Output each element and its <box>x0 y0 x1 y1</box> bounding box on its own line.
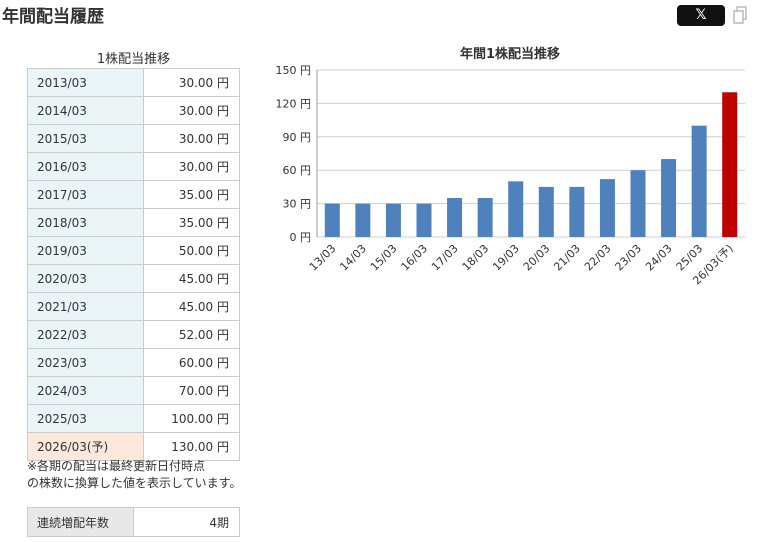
bar <box>385 203 401 237</box>
row-period: 2017/03 <box>27 180 144 209</box>
table-row: 2013/03 30.00 円 <box>27 68 240 97</box>
row-value: 35.00 円 <box>143 208 240 237</box>
row-period: 2026/03(予) <box>27 432 144 461</box>
chart: 年間1株配当推移 0 円 30 円 60 円 90 円 120 円 150 円 13/03 1… <box>260 40 760 310</box>
x-tick-label: 17/03 <box>429 242 461 274</box>
row-period: 2019/03 <box>27 236 144 265</box>
streak-value: 4期 <box>133 507 240 537</box>
table-row: 2015/03 30.00 円 <box>27 124 240 153</box>
row-value: 130.00 円 <box>143 432 240 461</box>
table-row: 2023/03 60.00 円 <box>27 348 240 377</box>
note: ※各期の配当は最終更新日付時点 の株数に換算した値を表示しています。 <box>27 458 241 492</box>
bar <box>416 203 432 237</box>
bar <box>630 170 646 237</box>
table-row: 2018/03 35.00 円 <box>27 208 240 237</box>
row-value: 30.00 円 <box>143 152 240 181</box>
row-value: 30.00 円 <box>143 68 240 97</box>
table-row: 2016/03 30.00 円 <box>27 152 240 181</box>
row-period: 2021/03 <box>27 292 144 321</box>
bar <box>569 186 585 237</box>
row-value: 30.00 円 <box>143 96 240 125</box>
row-value: 45.00 円 <box>143 264 240 293</box>
row-value: 60.00 円 <box>143 348 240 377</box>
table-row: 2014/03 30.00 円 <box>27 96 240 125</box>
row-value: 100.00 円 <box>143 404 240 433</box>
table-row: 2017/03 35.00 円 <box>27 180 240 209</box>
bar <box>722 92 738 237</box>
row-period: 2020/03 <box>27 264 144 293</box>
table-row: 2021/03 45.00 円 <box>27 292 240 321</box>
row-period: 2022/03 <box>27 320 144 349</box>
bar <box>691 125 707 237</box>
y-tick-label: 120 円 <box>276 97 312 110</box>
page-title: 年間配当履歴 <box>2 7 104 27</box>
bar <box>508 181 524 237</box>
note-line-2: の株数に換算した値を表示しています。 <box>27 476 242 490</box>
row-value: 45.00 円 <box>143 292 240 321</box>
x-tick-label: 13/03 <box>307 242 339 274</box>
y-tick-label: 90 円 <box>283 131 312 144</box>
x-tick-label: 14/03 <box>337 242 369 274</box>
x-tick-label: 21/03 <box>551 242 583 274</box>
row-period: 2024/03 <box>27 376 144 405</box>
bar <box>477 198 493 237</box>
table-row: 2025/03 100.00 円 <box>27 404 240 433</box>
row-value: 70.00 円 <box>143 376 240 405</box>
chart-title: 年間1株配当推移 <box>459 47 561 62</box>
copy-icon[interactable] <box>733 6 747 24</box>
row-period: 2014/03 <box>27 96 144 125</box>
streak-label: 連続増配年数 <box>27 507 134 537</box>
bar <box>599 179 615 237</box>
row-period: 2025/03 <box>27 404 144 433</box>
streak-row: 連続増配年数 4期 <box>27 507 240 537</box>
x-tick-label: 15/03 <box>368 242 400 274</box>
row-value: 52.00 円 <box>143 320 240 349</box>
streak-table: 連続増配年数 4期 <box>27 507 240 537</box>
y-tick-label: 150 円 <box>276 64 312 77</box>
table-row: 2022/03 52.00 円 <box>27 320 240 349</box>
table-row: 2019/03 50.00 円 <box>27 236 240 265</box>
row-value: 50.00 円 <box>143 236 240 265</box>
row-value: 35.00 円 <box>143 180 240 209</box>
note-line-1: ※各期の配当は最終更新日付時点 <box>27 459 206 473</box>
table-caption: 1株配当推移 <box>96 52 171 67</box>
share-x-button[interactable]: 𝕏 <box>677 5 725 26</box>
y-tick-label: 60 円 <box>283 164 312 177</box>
row-period: 2013/03 <box>27 68 144 97</box>
x-tick-label: 24/03 <box>643 242 675 274</box>
x-tick-label: 18/03 <box>460 242 492 274</box>
y-tick-label: 0 円 <box>290 231 312 244</box>
bar <box>661 159 677 237</box>
table-row: 2020/03 45.00 円 <box>27 264 240 293</box>
x-tick-label: 16/03 <box>399 242 431 274</box>
bar <box>538 186 554 237</box>
table-row: 2026/03(予) 130.00 円 <box>27 432 240 461</box>
dividend-table: 2013/03 30.00 円 2014/03 30.00 円 2015/03 30.00… <box>27 68 240 461</box>
row-period: 2018/03 <box>27 208 144 237</box>
row-value: 30.00 円 <box>143 124 240 153</box>
chart-svg: 0 円 30 円 60 円 90 円 120 円 150 円 13/0314/0315/03… <box>276 64 745 287</box>
y-tick-label: 30 円 <box>283 198 312 211</box>
bar <box>324 203 340 237</box>
row-period: 2015/03 <box>27 124 144 153</box>
bar <box>355 203 371 237</box>
x-tick-label: 23/03 <box>613 242 645 274</box>
bar <box>447 198 463 237</box>
row-period: 2016/03 <box>27 152 144 181</box>
table-row: 2024/03 70.00 円 <box>27 376 240 405</box>
row-period: 2023/03 <box>27 348 144 377</box>
x-tick-label: 22/03 <box>582 242 614 274</box>
x-tick-label: 20/03 <box>521 242 553 274</box>
x-tick-label: 19/03 <box>490 242 522 274</box>
